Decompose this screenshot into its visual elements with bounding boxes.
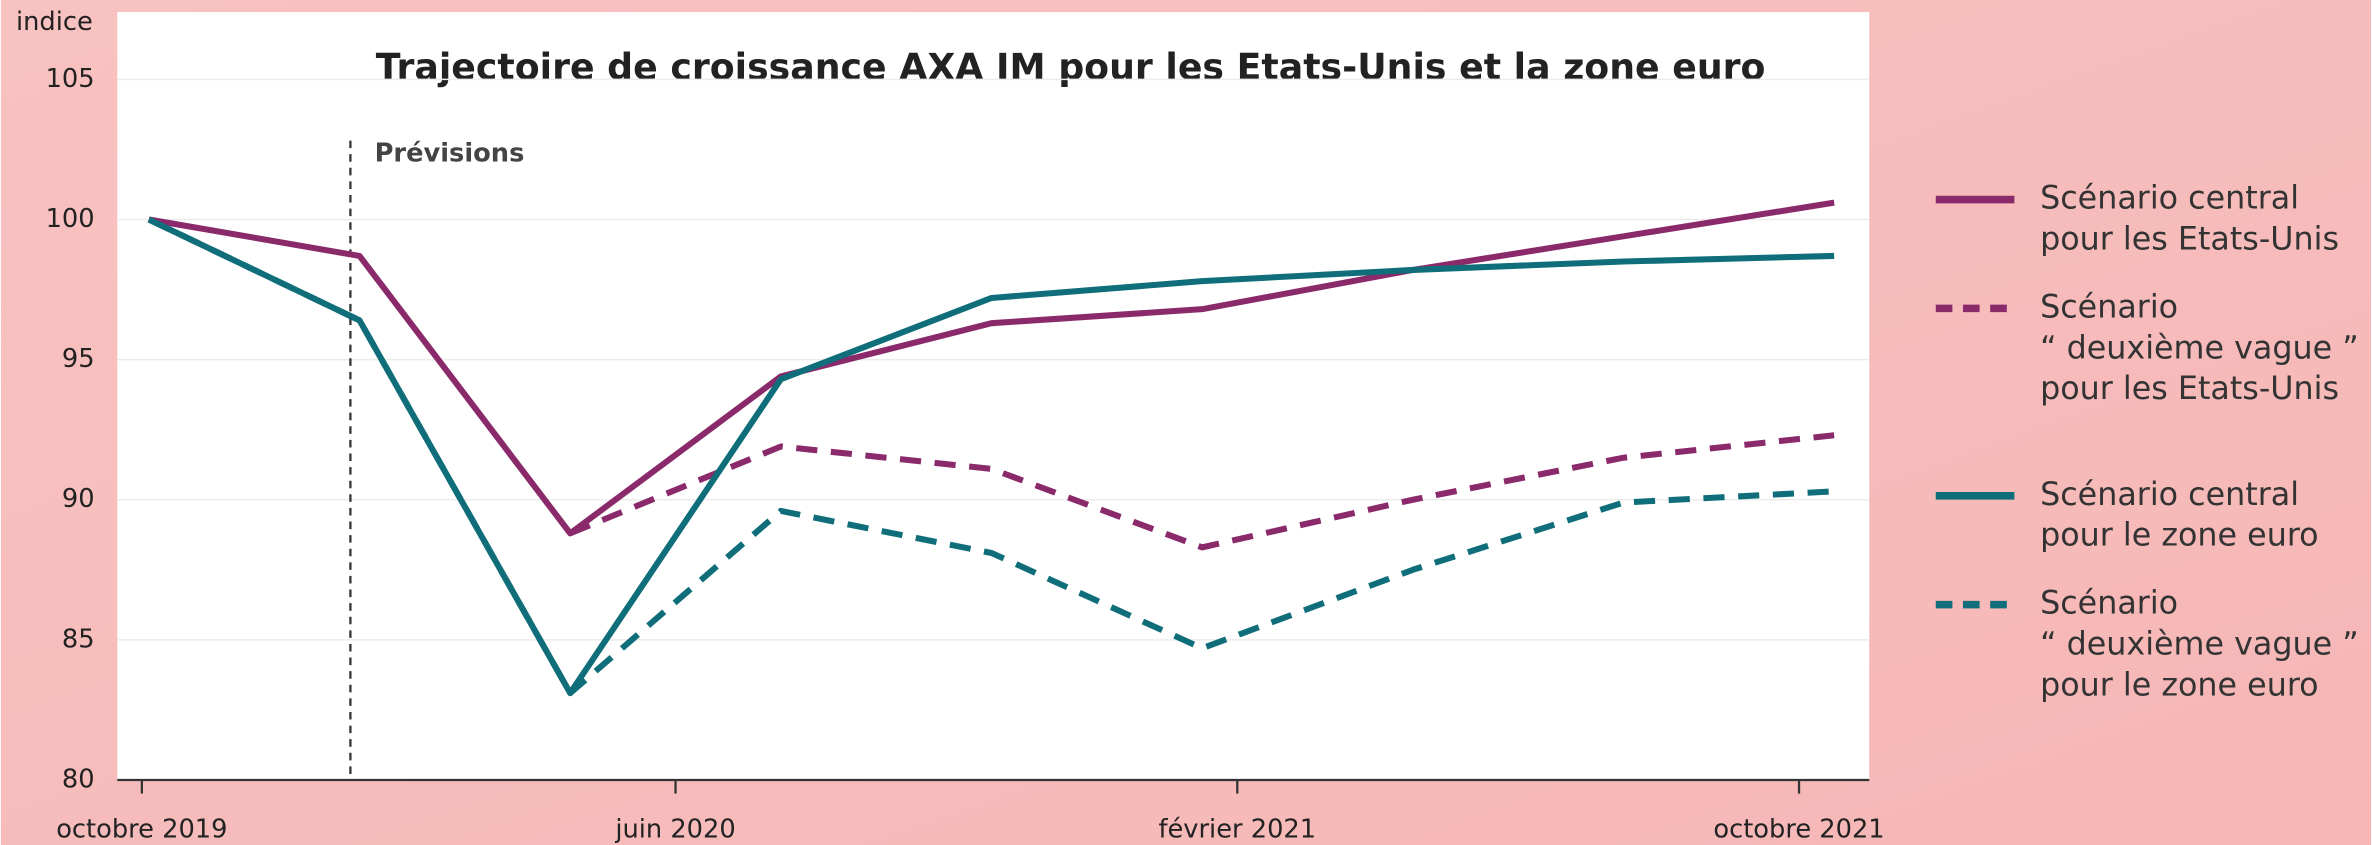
series-line bbox=[147, 216, 1835, 697]
legend-label: Scénario “ deuxième vague ” pour le zone… bbox=[2040, 585, 2359, 703]
x-tick-label: février 2021 bbox=[1158, 814, 1316, 844]
legend-label: Scénario central pour le zone euro bbox=[2040, 476, 2319, 554]
chart-title: Trajectoire de croissance AXA IM pour le… bbox=[376, 46, 1766, 89]
x-tick-label: juin 2020 bbox=[614, 814, 735, 844]
legend-item: Scénario central pour le zone euro bbox=[2040, 476, 2319, 554]
series-line bbox=[569, 432, 1835, 551]
y-tick-label: 100 bbox=[46, 204, 95, 234]
legend-label: Scénario “ deuxième vague ” pour les Eta… bbox=[2040, 288, 2359, 407]
y-axis-label: indice bbox=[16, 7, 93, 37]
series-line bbox=[147, 216, 1835, 697]
y-tick-label: 105 bbox=[46, 64, 95, 94]
x-tick-label: octobre 2019 bbox=[56, 814, 227, 844]
x-tick-label: octobre 2021 bbox=[1713, 814, 1884, 844]
y-tick-label: 90 bbox=[62, 484, 95, 514]
legend-item: Scénario “ deuxième vague ” pour le zone… bbox=[2040, 585, 2359, 703]
series-line bbox=[148, 199, 1835, 537]
y-tick-label: 85 bbox=[62, 624, 95, 654]
legend-item: Scénario central pour les Etats-Unis bbox=[2040, 179, 2339, 257]
y-tick-label: 95 bbox=[62, 344, 95, 374]
annotation: Prévisions bbox=[375, 139, 525, 169]
legend-label: Scénario central pour les Etats-Unis bbox=[2040, 179, 2339, 257]
plot-area bbox=[117, 12, 1870, 781]
legend-item: Scénario “ deuxième vague ” pour les Eta… bbox=[2040, 288, 2359, 407]
y-tick-label: 80 bbox=[62, 765, 95, 795]
